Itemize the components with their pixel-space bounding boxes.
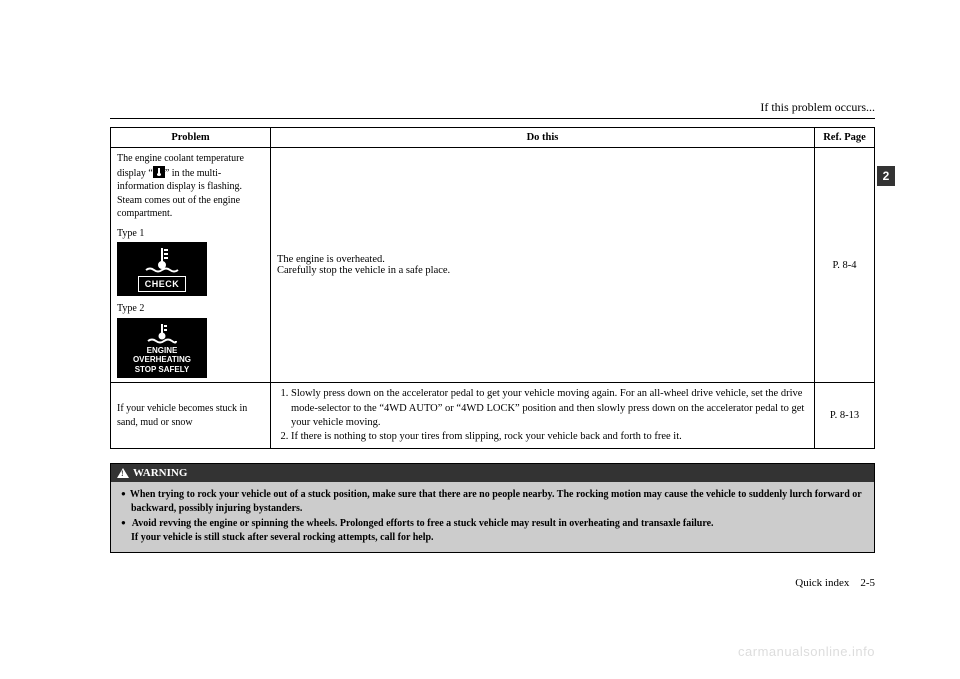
watermark: carmanualsonline.info [738, 644, 875, 659]
do-this-cell: Slowly press down on the accelerator ped… [271, 383, 815, 449]
col-header-ref: Ref. Page [815, 128, 875, 148]
col-header-dothis: Do this [271, 128, 815, 148]
thermometer-icon [142, 322, 182, 344]
page-header: If this problem occurs... [110, 100, 875, 119]
section-tab: 2 [877, 166, 895, 186]
step-item: If there is nothing to stop your tires f… [291, 430, 808, 444]
warning-triangle-icon [117, 468, 129, 478]
table-row: The engine coolant temperature display “… [111, 148, 875, 383]
warning-body: When trying to rock your vehicle out of … [111, 482, 874, 552]
do-this-line: The engine is overheated. [277, 254, 808, 265]
troubleshooting-table: Problem Do this Ref. Page The engine coo… [110, 127, 875, 449]
footer-page: 2-5 [860, 577, 875, 589]
warning-box: WARNING When trying to rock your vehicle… [110, 463, 875, 553]
temp-icon-inline [153, 166, 165, 178]
warning-item: Avoid revving the engine or spinning the… [121, 517, 864, 544]
col-header-problem: Problem [111, 128, 271, 148]
warning-label: WARNING [133, 467, 187, 479]
warning-item-line: If your vehicle is still stuck after sev… [131, 532, 434, 543]
type1-label: Type 1 [117, 227, 264, 241]
type2-label: Type 2 [117, 302, 264, 316]
problem-cell: If your vehicle becomes stuck in sand, m… [111, 383, 271, 449]
step-item: Slowly press down on the accelerator ped… [291, 387, 808, 430]
warning-item: When trying to rock your vehicle out of … [121, 488, 864, 515]
ref-page-cell: P. 8-4 [815, 148, 875, 383]
table-row: If your vehicle becomes stuck in sand, m… [111, 383, 875, 449]
warning-item-line: Avoid revving the engine or spinning the… [132, 518, 714, 529]
problem-cell: The engine coolant temperature display “… [111, 148, 271, 383]
warning-icon-type1: CHECK [117, 242, 207, 296]
warning-header: WARNING [111, 464, 874, 482]
page-footer: Quick index 2-5 [110, 577, 875, 589]
thermometer-icon [142, 246, 182, 274]
warning-icon-type2: ENGINE OVERHEATING STOP SAFELY [117, 318, 207, 379]
do-this-line: Carefully stop the vehicle in a safe pla… [277, 265, 808, 276]
footer-section: Quick index [795, 577, 849, 589]
ref-page-cell: P. 8-13 [815, 383, 875, 449]
overheat-label: ENGINE OVERHEATING STOP SAFELY [121, 346, 203, 375]
do-this-cell: The engine is overheated. Carefully stop… [271, 148, 815, 383]
check-label: CHECK [138, 276, 187, 292]
